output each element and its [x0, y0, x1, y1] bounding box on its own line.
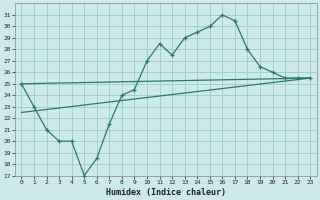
X-axis label: Humidex (Indice chaleur): Humidex (Indice chaleur): [106, 188, 226, 197]
